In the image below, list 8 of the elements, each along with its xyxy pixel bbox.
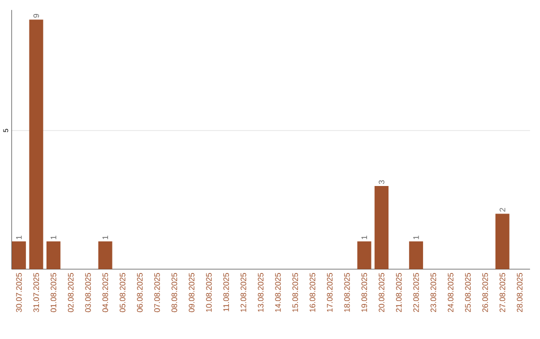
bar — [374, 186, 389, 270]
bar — [46, 241, 60, 270]
bar — [29, 20, 44, 270]
bar — [409, 241, 424, 270]
bar — [98, 241, 112, 270]
bar — [357, 241, 372, 270]
bar — [495, 214, 510, 270]
bar — [12, 241, 26, 270]
